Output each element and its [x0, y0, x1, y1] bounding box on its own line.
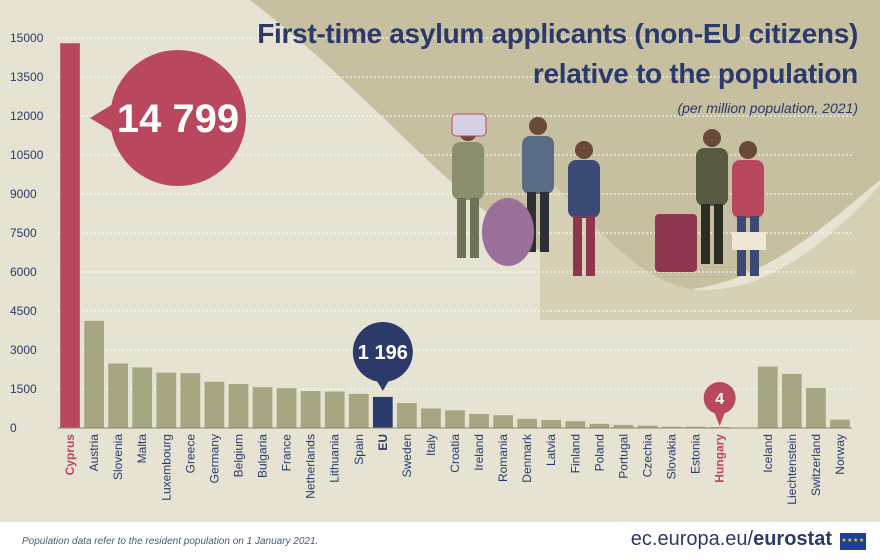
- y-tick-label: 3000: [10, 343, 37, 357]
- x-tick-label: Finland: [568, 434, 582, 473]
- bar-netherlands: [300, 391, 321, 428]
- chart-title-line1: First-time asylum applicants (non-EU cit…: [257, 18, 858, 49]
- callout-bubble: [110, 50, 246, 186]
- footnote: Population data refer to the resident po…: [22, 536, 319, 547]
- y-tick-label: 0: [10, 421, 17, 435]
- bar-iceland: [757, 366, 778, 428]
- bar-germany: [204, 381, 225, 428]
- x-tick-label: Ireland: [472, 434, 486, 471]
- eu-flag-icon: ★★★★: [840, 533, 866, 550]
- bar-spain: [348, 393, 369, 428]
- x-tick-label: Norway: [833, 434, 847, 475]
- x-tick-label: EU: [376, 434, 390, 451]
- bar-france: [276, 388, 297, 428]
- bar-ireland: [469, 413, 489, 428]
- y-tick-label: 6000: [10, 265, 37, 279]
- skirt-icon: [732, 232, 766, 250]
- x-tick-label: Poland: [592, 434, 606, 471]
- x-tick-label: Denmark: [520, 433, 534, 483]
- data-label: 14 799: [117, 97, 239, 141]
- bar-cyprus: [60, 43, 80, 428]
- bar-belgium: [228, 384, 249, 428]
- y-tick-label: 12000: [10, 109, 44, 123]
- x-tick-label: Slovakia: [665, 434, 679, 480]
- bundle-icon: [451, 113, 487, 137]
- bar-luxembourg: [156, 372, 177, 428]
- x-tick-label: France: [280, 434, 294, 472]
- x-tick-label: Netherlands: [304, 434, 318, 499]
- x-tick-label: Belgium: [231, 434, 245, 477]
- x-tick-label: Hungary: [713, 434, 727, 483]
- x-tick-label: Latvia: [544, 434, 558, 466]
- bar-malta: [132, 367, 153, 428]
- x-tick-label: Switzerland: [809, 434, 823, 496]
- x-tick-label: Estonia: [689, 434, 703, 474]
- suitcase-icon: [655, 214, 697, 272]
- chart-title-line2: relative to the population: [532, 58, 858, 89]
- x-tick-label: Liechtenstein: [785, 434, 799, 505]
- x-tick-label: Iceland: [761, 434, 775, 473]
- x-tick-label: Romania: [496, 434, 510, 482]
- bar-liechtenstein: [781, 373, 802, 428]
- bar-norway: [830, 419, 850, 428]
- x-tick-label: Greece: [183, 434, 197, 474]
- bar-slovakia: [661, 426, 682, 428]
- footer-bar: [0, 522, 880, 560]
- bar-finland: [565, 421, 586, 428]
- x-tick-label: Slovenia: [111, 434, 125, 480]
- y-tick-label: 13500: [10, 70, 44, 84]
- x-tick-label: Italy: [424, 434, 438, 456]
- x-tick-label: Germany: [207, 434, 221, 483]
- chart-subtitle: (per million population, 2021): [677, 100, 858, 116]
- bar-croatia: [445, 410, 465, 428]
- bar-lithuania: [324, 391, 345, 428]
- x-tick-label: Portugal: [616, 434, 630, 479]
- bag-icon: [482, 198, 534, 266]
- bar-greece: [180, 373, 201, 428]
- bar-czechia: [637, 425, 658, 428]
- x-tick-label: Malta: [135, 434, 149, 464]
- x-tick-label: Austria: [87, 434, 101, 472]
- person-woman-icon: [568, 141, 600, 276]
- x-tick-label: Czechia: [640, 434, 654, 478]
- bar-eu: [372, 396, 393, 428]
- bar-poland: [589, 423, 610, 428]
- person-elder-man-icon: [696, 129, 728, 264]
- y-tick-label: 15000: [10, 31, 44, 45]
- x-tick-label: Spain: [352, 434, 366, 465]
- y-tick-label: 9000: [10, 187, 37, 201]
- data-label: 1 196: [358, 342, 408, 364]
- callout-bubble: [703, 382, 736, 414]
- callout-bubble: [352, 322, 413, 382]
- x-tick-label: Cyprus: [63, 434, 77, 476]
- bar-sweden: [397, 403, 417, 428]
- bar-latvia: [541, 419, 562, 428]
- bar-denmark: [517, 418, 538, 428]
- brand-name: eurostat: [753, 528, 832, 550]
- x-tick-label: Croatia: [448, 434, 462, 473]
- bar-austria: [84, 320, 104, 428]
- bar-estonia: [685, 426, 706, 428]
- bar-portugal: [613, 424, 634, 428]
- x-tick-label: Lithuania: [328, 434, 342, 483]
- bar-bulgaria: [252, 387, 273, 428]
- y-tick-label: 10500: [10, 148, 44, 162]
- y-tick-label: 4500: [10, 304, 37, 318]
- bar-romania: [493, 415, 513, 428]
- decorative-curve-shadow: [540, 170, 880, 320]
- person-child-icon: [452, 123, 484, 258]
- x-tick-label: Bulgaria: [256, 434, 270, 478]
- y-tick-label: 1500: [10, 382, 37, 396]
- x-tick-label: Luxembourg: [159, 434, 173, 501]
- brand-prefix: ec.europa.eu/: [630, 528, 754, 550]
- data-label: 4: [715, 391, 724, 408]
- y-tick-label: 7500: [10, 226, 37, 240]
- eurostat-link[interactable]: ec.europa.eu/eurostat: [631, 528, 832, 551]
- x-tick-label: Sweden: [400, 434, 414, 477]
- bar-switzerland: [806, 387, 826, 428]
- bar-slovenia: [108, 363, 129, 428]
- bar-italy: [421, 408, 441, 428]
